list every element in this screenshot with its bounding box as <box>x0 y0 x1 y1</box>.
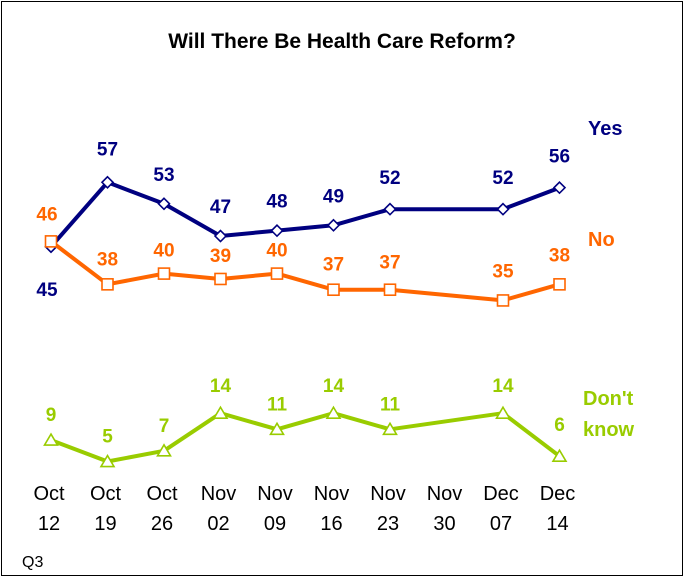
x-tick-label-month: Nov <box>314 483 350 505</box>
no-marker <box>383 283 397 297</box>
no-marker <box>44 235 58 248</box>
yes-data-label: 57 <box>97 139 118 160</box>
yes-data-label: 52 <box>492 168 513 189</box>
yes-data-label: 45 <box>36 280 58 301</box>
yes-data-label: 47 <box>210 197 231 218</box>
x-tick-label-day: 26 <box>151 513 173 535</box>
x-tick-label-day: 19 <box>94 513 116 535</box>
yes-marker <box>100 175 115 189</box>
no-marker <box>270 267 284 280</box>
no-line <box>49 239 561 303</box>
no-marker <box>101 278 114 291</box>
x-tick-label-day: 02 <box>207 513 229 535</box>
dontknow-marker <box>551 448 568 462</box>
x-tick-label-day: 23 <box>377 513 399 535</box>
yes-marker <box>270 224 284 238</box>
yes-marker <box>383 202 397 216</box>
yes-line <box>49 180 561 249</box>
no-data-label: 37 <box>323 255 344 276</box>
yes-marker <box>326 218 341 232</box>
x-tick-label-day: 14 <box>546 513 568 535</box>
x-tick-label-month: Nov <box>427 483 463 505</box>
no-marker <box>553 278 566 291</box>
yes-marker <box>552 181 567 195</box>
x-tick-label-month: Dec <box>540 483 576 505</box>
dontknow-marker <box>43 432 59 446</box>
yes-marker <box>213 229 228 243</box>
dontknow-data-label: 14 <box>323 376 345 397</box>
x-tick-label-day: 09 <box>264 513 286 535</box>
dontknow-data-label: 11 <box>380 394 401 415</box>
no-marker <box>496 294 510 307</box>
x-tick-label-month: Oct <box>33 483 65 505</box>
yes-data-label: 56 <box>549 147 570 168</box>
footnote: Q3 <box>22 554 44 571</box>
dontknow-marker <box>156 443 172 457</box>
no-marker <box>214 272 227 286</box>
dontknow-series-label: Don't <box>583 388 634 410</box>
yes-data-label: 52 <box>379 168 400 189</box>
dontknow-data-label: 14 <box>210 376 232 397</box>
x-tick-label-day: 07 <box>490 513 512 535</box>
dontknow-marker <box>99 453 116 468</box>
x-tick-label-month: Nov <box>201 483 237 505</box>
no-data-label: 46 <box>36 204 57 225</box>
yes-marker <box>496 202 510 216</box>
dontknow-marker <box>325 405 342 420</box>
no-data-label: 37 <box>379 253 400 274</box>
yes-series-label: Yes <box>588 118 622 140</box>
yes-data-label: 49 <box>323 186 344 207</box>
dontknow-data-label: 9 <box>46 405 57 426</box>
x-tick-label-month: Nov <box>370 483 406 505</box>
no-data-label: 40 <box>266 241 287 262</box>
dontknow-marker <box>382 421 398 436</box>
x-tick-label-day: 12 <box>38 513 60 535</box>
no-marker <box>327 283 340 297</box>
dontknow-series-label: know <box>583 419 635 441</box>
no-data-label: 38 <box>97 249 118 270</box>
x-tick-label-month: Nov <box>257 483 293 505</box>
x-tick-label-day: 16 <box>320 513 342 535</box>
yes-data-label: 48 <box>266 192 287 213</box>
dontknow-marker <box>212 405 229 420</box>
dontknow-line <box>50 411 561 464</box>
yes-marker <box>157 197 171 211</box>
no-data-label: 40 <box>153 241 174 262</box>
x-tick-label-day: 30 <box>433 513 455 535</box>
dontknow-marker <box>495 405 511 420</box>
no-data-label: 38 <box>549 245 570 266</box>
dontknow-marker <box>269 421 285 436</box>
x-tick-label-month: Oct <box>90 483 122 505</box>
no-marker <box>157 267 171 280</box>
chart-title: Will There Be Health Care Reform? <box>168 30 516 53</box>
yes-data-label: 53 <box>153 165 174 186</box>
dontknow-data-label: 11 <box>267 394 288 415</box>
x-tick-label-month: Dec <box>483 483 519 505</box>
x-tick-label-month: Oct <box>146 483 178 505</box>
dontknow-data-label: 7 <box>159 416 170 437</box>
dontknow-data-label: 6 <box>554 415 565 436</box>
no-series-label: No <box>588 229 615 251</box>
dontknow-data-label: 5 <box>102 427 113 448</box>
no-data-label: 39 <box>210 246 231 267</box>
dontknow-data-label: 14 <box>492 376 514 397</box>
no-data-label: 35 <box>492 261 514 282</box>
